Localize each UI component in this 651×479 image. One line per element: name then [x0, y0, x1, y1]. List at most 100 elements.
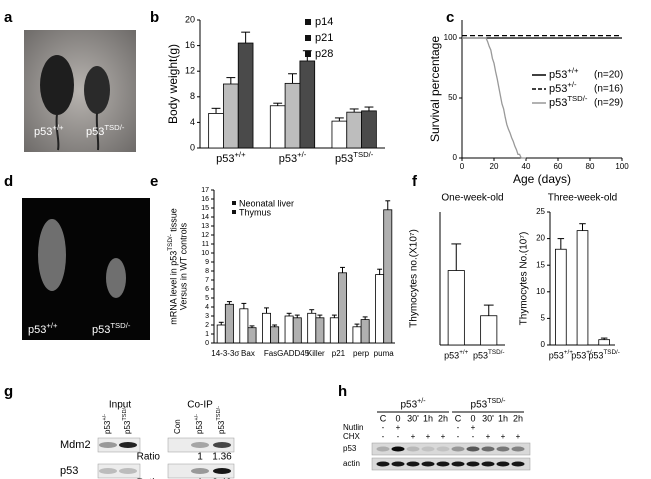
bar [555, 248, 567, 346]
band [496, 446, 510, 452]
treatment-mark: + [501, 432, 506, 441]
y-tick-label: 16 [201, 196, 209, 203]
y-axis-label: Thymocytes No.(10⁷) [519, 232, 530, 326]
y-tick-label: 0 [190, 142, 195, 152]
bar [239, 308, 249, 344]
lane-label: p53TSD/- [122, 406, 132, 434]
group-label: p53TSD/- [471, 398, 507, 410]
x-tick-label: 80 [586, 162, 595, 171]
band [451, 446, 465, 452]
header: Co-IP [187, 400, 213, 411]
panel-letter: c [446, 9, 454, 26]
y-tick-label: 9 [205, 259, 209, 266]
bar [375, 274, 385, 344]
band [421, 446, 435, 452]
lane-label: 1h [423, 413, 433, 423]
y-tick-label: 16 [185, 40, 195, 50]
chart-title: Three-week-old [548, 193, 617, 204]
legend-label: Thymus [239, 207, 272, 217]
bar [360, 319, 370, 344]
y-tick-label: 2 [205, 322, 209, 329]
legend-n: (n=29) [594, 98, 623, 109]
row-label: CHX [343, 432, 361, 441]
band [391, 446, 405, 452]
treatment-mark: + [471, 423, 476, 432]
y-tick-label: 50 [448, 93, 457, 102]
x-axis-label: Age (days) [513, 172, 571, 186]
legend-label: Neonatal liver [239, 198, 294, 208]
y-tick-label: 15 [201, 205, 209, 212]
bar [223, 83, 239, 149]
band [376, 461, 390, 467]
x-tick-label: 0 [460, 162, 465, 171]
chart-title: One-week-old [441, 193, 503, 204]
lane-label: p53+/- [194, 414, 204, 434]
blot [167, 463, 235, 479]
panel-letter: b [150, 9, 159, 26]
y-tick-label: 3 [205, 313, 209, 320]
legend-label: p53TSD/- [549, 94, 588, 109]
survival-line [462, 37, 526, 159]
band [191, 442, 209, 448]
bar [284, 315, 294, 344]
lane-label: p53+/- [102, 414, 112, 434]
bar [270, 326, 280, 344]
band [466, 461, 480, 467]
x-tick-label: p53+/- [279, 150, 307, 165]
y-tick-label: 5 [541, 314, 546, 323]
y-tick-label: 8 [190, 91, 195, 101]
x-tick-label: p21 [332, 349, 346, 358]
legend-n: (n=20) [594, 70, 623, 81]
blot [97, 463, 141, 479]
bar [338, 272, 347, 344]
blot [371, 442, 531, 456]
panel-letter: e [150, 173, 158, 190]
x-tick-label: p53TSD/- [335, 150, 374, 165]
mouse [84, 66, 110, 114]
band [406, 461, 420, 467]
mouse [40, 55, 74, 115]
y-tick-label: 100 [444, 33, 458, 42]
x-tick-label: 100 [615, 162, 629, 171]
band [406, 446, 420, 452]
y-tick-label: 5 [205, 295, 209, 302]
y-tick-label: 8 [205, 268, 209, 275]
group-label: p53+/- [400, 398, 426, 410]
legend-marker [232, 201, 236, 205]
bar [269, 105, 286, 149]
y-tick-label: 4 [205, 304, 209, 311]
legend-label: p14 [315, 16, 333, 28]
bar [299, 60, 316, 149]
x-tick-label: p53+/+ [549, 349, 573, 360]
treatment-mark: - [382, 423, 385, 432]
lane-label: 1h [498, 413, 508, 423]
lane-label: C [380, 413, 387, 423]
lane-label: 0 [470, 413, 475, 423]
treatment-mark: - [457, 432, 460, 441]
lane-label: Con [173, 419, 182, 434]
legend-n: (n=16) [594, 84, 623, 95]
row-label: p53 [60, 465, 78, 477]
bar [262, 312, 271, 344]
y-tick-label: 11 [202, 241, 209, 248]
legend-marker [232, 210, 236, 214]
treatment-mark: - [472, 432, 475, 441]
treatment-mark: - [382, 432, 385, 441]
x-tick-label: p53TSD/- [588, 349, 619, 360]
header: Input [109, 400, 131, 411]
bar [480, 315, 498, 346]
band [119, 468, 137, 474]
y-tick-label: 0 [205, 340, 209, 347]
band [481, 461, 495, 467]
band [481, 446, 495, 452]
y-tick-label: 0 [541, 340, 546, 349]
lane-label: 30' [482, 413, 494, 423]
treatment-mark: + [441, 432, 446, 441]
ratio-value: 1 [197, 478, 203, 479]
legend-label: p21 [315, 32, 333, 44]
band [496, 461, 510, 467]
y-axis-label: mRNA level in p53TSD/- tissue [167, 208, 178, 325]
band [511, 461, 525, 467]
y-tick-label: 4 [190, 117, 195, 127]
band [99, 468, 117, 474]
